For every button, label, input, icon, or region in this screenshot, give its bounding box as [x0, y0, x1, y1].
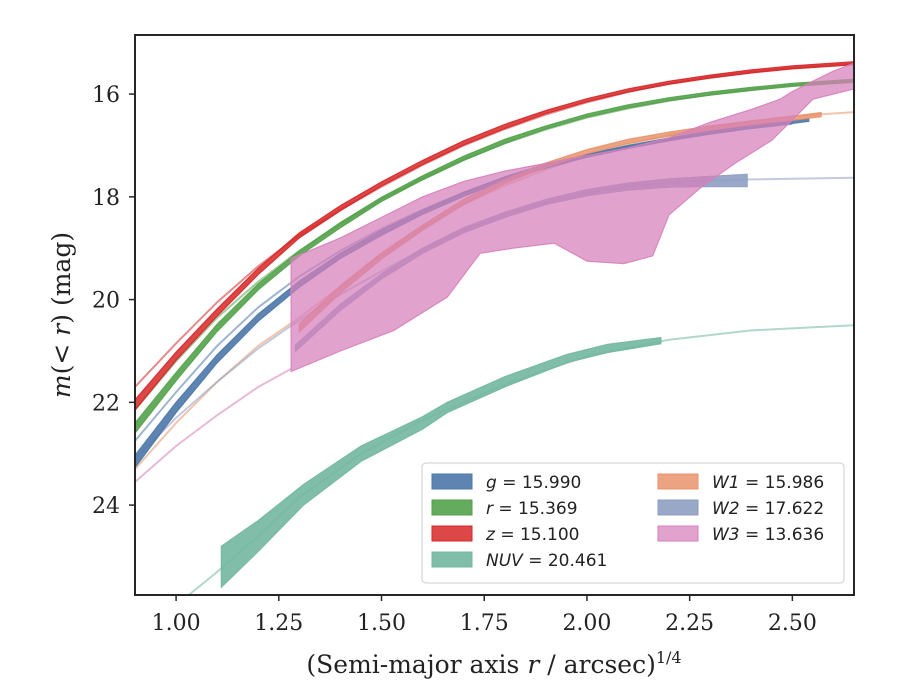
legend-swatch-z [431, 525, 473, 542]
profile-band-r [135, 78, 854, 435]
plot-frame [134, 34, 855, 596]
x-tick-label: 1.25 [254, 611, 303, 636]
legend-label-w1: W1 = 15.986 [712, 473, 824, 493]
x-tick-label: 2.00 [562, 611, 611, 636]
legend-swatch-r [431, 499, 473, 516]
legend-swatch-g [431, 473, 473, 490]
x-tick-label: 2.50 [768, 611, 817, 636]
y-axis-label: m(< r) (mag) [47, 232, 76, 398]
y-tick-label: 16 [92, 83, 120, 108]
legend-label-r: r = 15.369 [486, 499, 578, 519]
y-tick-label: 22 [92, 391, 120, 416]
x-tick-label: 1.75 [460, 611, 509, 636]
legend-label-nuv: NUV = 20.461 [486, 551, 607, 571]
x-tick-label: 1.00 [152, 611, 201, 636]
legend-swatch-nuv [431, 551, 473, 568]
x-axis-label: (Semi-major axis r / arcsec)1/4 [306, 648, 681, 679]
profile-band-z [135, 61, 854, 411]
y-axis: 16 18 20 22 24 [92, 83, 135, 519]
legend-label-w2: W2 = 17.622 [712, 499, 824, 519]
y-tick-label: 20 [92, 289, 120, 314]
series-layer [135, 61, 854, 595]
x-tick-label: 2.25 [665, 611, 714, 636]
legend-frame [421, 462, 845, 584]
legend-label-z: z = 15.100 [485, 525, 579, 545]
legend-swatch-w3 [657, 525, 699, 542]
x-tick-label: 1.50 [357, 611, 406, 636]
y-tick-label: 18 [92, 186, 120, 211]
legend-label-w3: W3 = 13.636 [712, 525, 824, 545]
legend-swatch-w2 [657, 499, 699, 516]
legend: g = 15.990 r = 15.369 z = 15.100 NUV = 20.4… [421, 462, 845, 584]
y-tick-label: 24 [92, 494, 120, 519]
model-line-w3 [135, 368, 292, 483]
x-axis: 1.00 1.25 1.50 1.75 2.00 2.25 2.50 [152, 595, 817, 636]
legend-swatch-w1 [657, 473, 699, 490]
profile-band-w3 [290, 62, 854, 373]
profile-band-nuv [220, 336, 662, 589]
legend-label-g: g = 15.990 [486, 473, 581, 493]
